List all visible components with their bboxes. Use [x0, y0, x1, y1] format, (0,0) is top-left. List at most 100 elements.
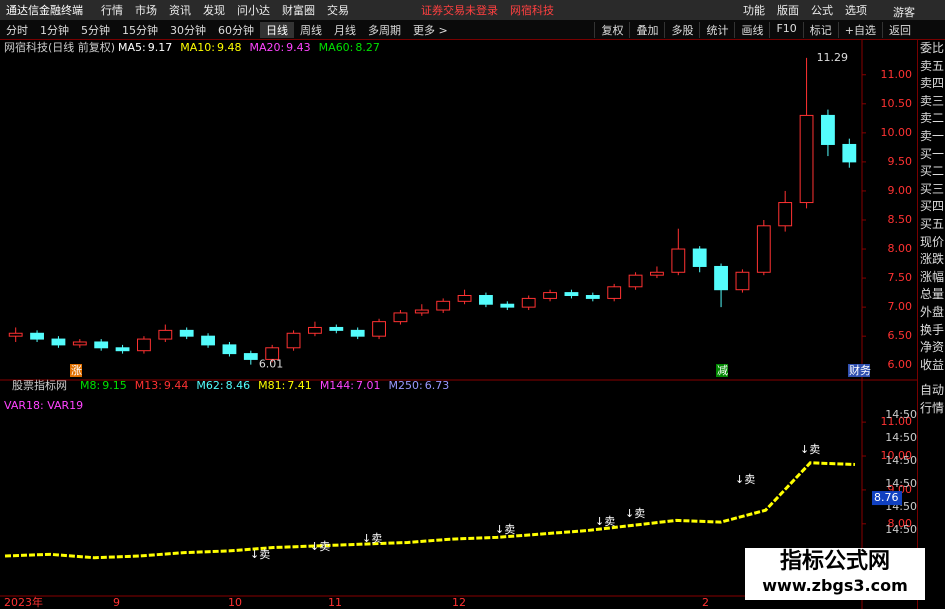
y-tick-label: 8.00 — [888, 242, 913, 255]
x-tick-label: 9 — [113, 596, 120, 609]
candle-body — [8, 332, 23, 337]
time-label: 14:50 — [885, 454, 917, 467]
candle-body — [521, 297, 536, 308]
side-panel: 委比 卖五 卖四 卖三 卖二 卖一 买一 买二 买三 买四 买五 现价 涨跌 涨幅 总量 外盘 换手 净资 收益 自动… — [917, 40, 945, 609]
menu-right: 功能 版面 公式 选项 — [737, 2, 873, 18]
menu-item[interactable]: 交易 — [327, 4, 349, 17]
period-tab[interactable]: 分时 — [6, 23, 28, 37]
period-tabs: 分时 1分钟 5分钟 15分钟 30分钟 60分钟 日线 周线 月线 多周期 更多 > — [0, 21, 454, 38]
side-label: 收益 — [919, 357, 944, 372]
period-tab[interactable]: 30分钟 — [170, 23, 206, 37]
side-label: 买二 — [919, 164, 944, 179]
candle-body — [201, 335, 215, 346]
legend-value: 9.48 — [217, 41, 242, 54]
period-tab[interactable]: 15分钟 — [122, 23, 158, 37]
user[interactable]: 游客 — [893, 6, 915, 19]
tool-button[interactable]: 标记 — [802, 21, 838, 38]
side-label: 自动 — [919, 383, 944, 398]
legend-value: 8.46 — [226, 379, 251, 392]
menu-item[interactable]: 选项 — [845, 4, 867, 17]
period-tab[interactable]: 1分钟 — [40, 23, 69, 37]
side-label: 行情 — [919, 400, 944, 415]
y-tick-label: 10.00 — [881, 126, 913, 139]
side-label: 外盘 — [919, 304, 944, 319]
menu-item[interactable]: 版面 — [777, 4, 799, 17]
menu-item[interactable]: 功能 — [743, 4, 765, 17]
candle-body — [243, 353, 258, 360]
signal: ↓卖 — [250, 548, 270, 561]
watermark-url: www.zbgs3.com — [762, 576, 908, 595]
legend-value: 9.17 — [148, 41, 173, 54]
tool-button[interactable]: +自选 — [837, 21, 882, 38]
tool-button[interactable]: 叠加 — [629, 21, 664, 38]
side-gap — [918, 374, 945, 382]
menu-item[interactable]: 行情 — [101, 4, 123, 17]
y-tick-label: 9.50 — [888, 155, 913, 168]
side-label: 买三 — [919, 181, 944, 196]
side-label: 卖二 — [919, 111, 944, 126]
menu-item[interactable]: 发现 — [203, 4, 225, 17]
candle-body — [158, 329, 173, 340]
signal: ↓卖 — [362, 532, 382, 545]
signal: ↓卖 — [595, 515, 615, 528]
time-label: 14:50 — [885, 523, 917, 536]
candle-body — [393, 312, 408, 323]
candle-body — [778, 202, 793, 227]
watermark-title: 指标公式网 — [779, 549, 890, 574]
tool-button[interactable]: 复权 — [594, 21, 629, 38]
period-tab[interactable]: 5分钟 — [81, 23, 110, 37]
candle-body — [30, 332, 44, 340]
legend-name: MA10: — [180, 41, 215, 54]
menu-item[interactable]: 财富圈 — [282, 4, 315, 17]
candle-body — [137, 338, 151, 352]
legend-value: 6.73 — [425, 379, 450, 392]
menu-item[interactable]: 公式 — [811, 4, 833, 17]
indicator-line — [4, 461, 856, 560]
menu-bar: 通达信金融终端 行情 市场 资讯 发现 问小达 财富圈 交易 证券交易未登录 网宿科技 功能… — [0, 0, 945, 20]
candle-body — [543, 292, 557, 299]
period-tab[interactable]: 周线 — [300, 23, 322, 37]
y-tick-label: 6.00 — [888, 358, 913, 371]
period-tab[interactable]: 月线 — [334, 23, 356, 37]
time-label: 14:50 — [885, 408, 917, 421]
candle-body — [372, 321, 386, 337]
candle-body — [756, 225, 771, 273]
tool-button[interactable]: F10 — [769, 21, 802, 38]
badge: 减 — [717, 364, 728, 377]
period-tab[interactable]: 日线 — [260, 21, 294, 38]
legend-name: M144: — [320, 379, 354, 392]
side-label: 换手 — [919, 322, 944, 337]
tool-button[interactable]: 多股 — [664, 21, 699, 38]
menu-item[interactable]: 资讯 — [169, 4, 191, 17]
menu-item[interactable]: 问小达 — [237, 4, 270, 17]
indicator-subtitle: VAR18: VAR19 — [4, 399, 83, 412]
x-tick-label: 11 — [328, 596, 342, 609]
legend-name: M8: — [80, 379, 100, 392]
side-label: 现价 — [919, 234, 944, 249]
side-label: 卖一 — [919, 128, 944, 143]
legend-value: 9.43 — [286, 41, 311, 54]
badge: 涨 — [71, 364, 82, 377]
tool-button[interactable]: 统计 — [699, 21, 734, 38]
menu-item[interactable]: 市场 — [135, 4, 157, 17]
tool-button[interactable]: 返回 — [882, 21, 917, 38]
period-tab[interactable]: 更多 > — [413, 23, 448, 37]
candle-body — [564, 292, 579, 297]
low-label: 6.01 — [259, 358, 284, 371]
side-label: 净资 — [919, 340, 944, 355]
candle-body — [72, 341, 87, 346]
watermark: 指标公式网 www.zbgs3.com — [745, 548, 925, 600]
period-tab[interactable]: 多周期 — [368, 23, 401, 37]
current-value: 8.76 — [874, 491, 899, 504]
legend-name: MA5: — [118, 41, 146, 54]
candle-body — [671, 248, 686, 273]
period-tab[interactable]: 60分钟 — [218, 23, 254, 37]
y-tick-label: 10.00 — [881, 449, 913, 462]
legend-value: 9.44 — [164, 379, 189, 392]
candle-body — [329, 326, 344, 331]
side-label: 总量 — [919, 287, 944, 302]
y-tick-label: 11.00 — [881, 68, 913, 81]
tool-button[interactable]: 画线 — [734, 21, 769, 38]
notice[interactable]: 证券交易未登录 — [421, 4, 498, 17]
candle-body — [607, 286, 622, 299]
